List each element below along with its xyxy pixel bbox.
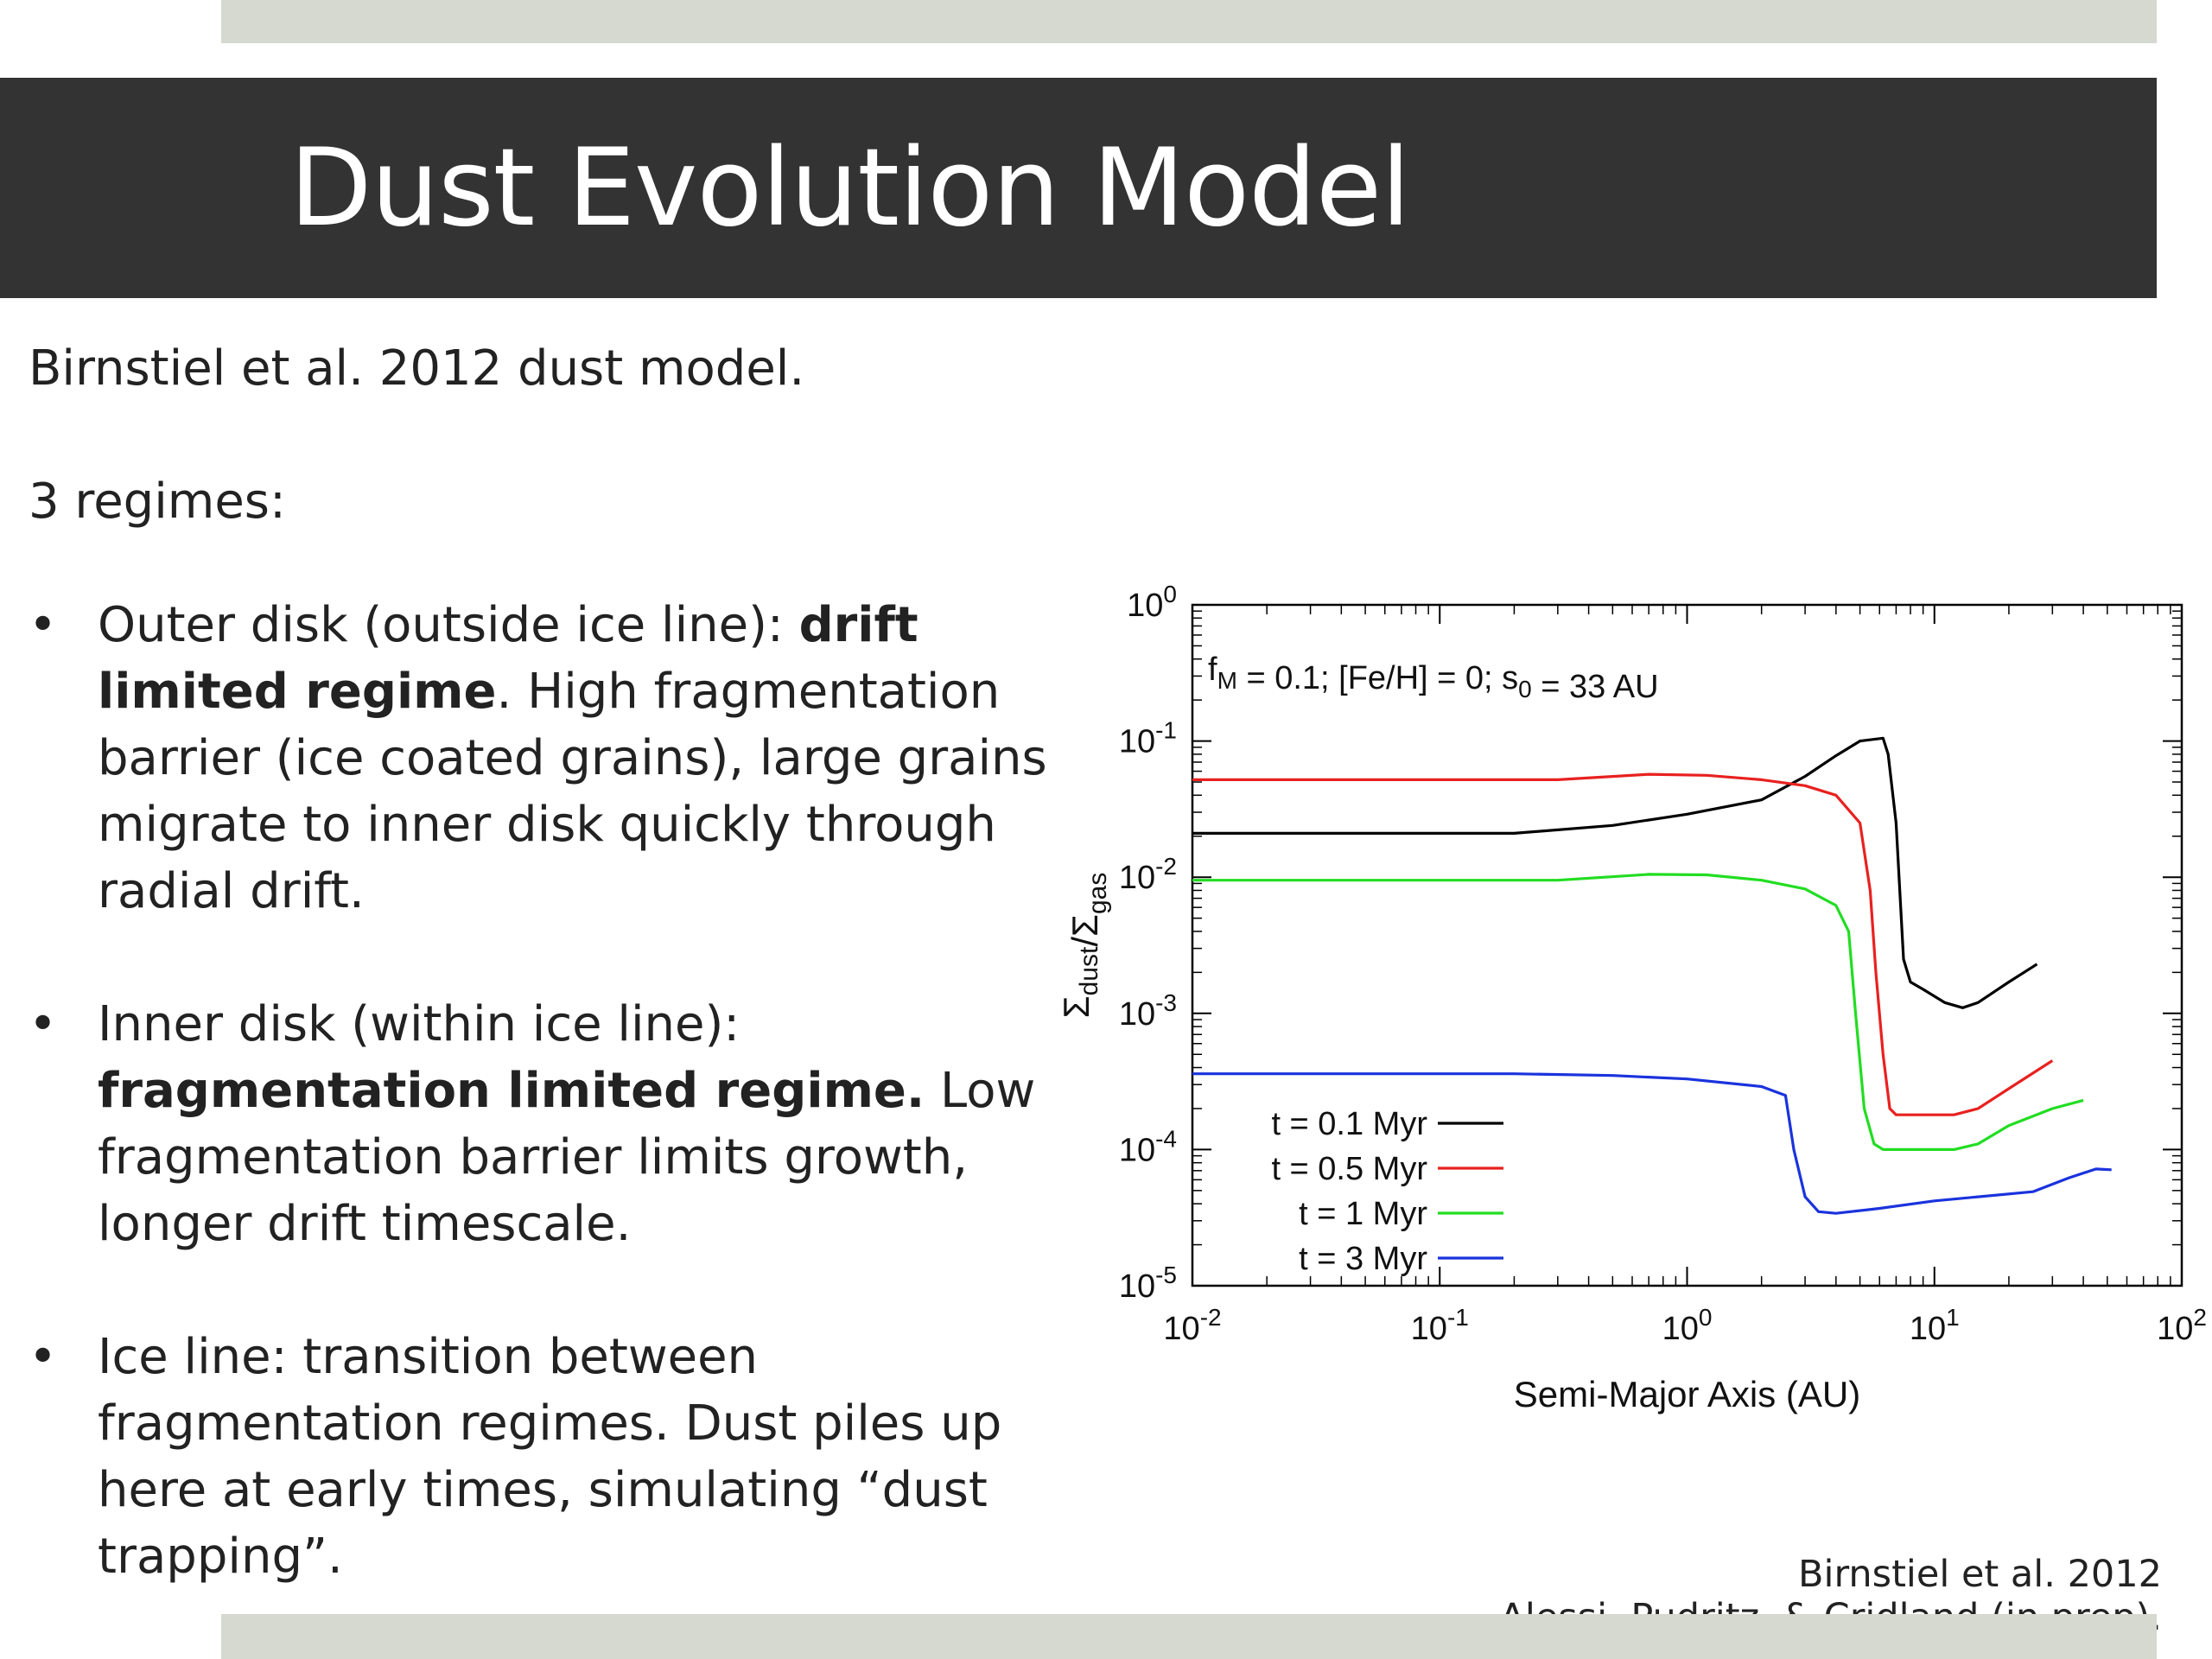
y-tick-label: 10-4: [1119, 1125, 1177, 1168]
bullet-inner-disk: • Inner disk (within ice line): fragment…: [29, 991, 1048, 1257]
x-tick-label: 102: [2157, 1304, 2207, 1347]
series-line-2: [1192, 873, 2084, 1151]
bullet-outer-disk: • Outer disk (outside ice line): drift l…: [29, 592, 1048, 925]
x-tick-label: 10-2: [1163, 1304, 1221, 1347]
bottom-decorative-stripe: [221, 1614, 2157, 1659]
top-decorative-stripe: [221, 0, 2157, 43]
y-axis-label: Σdust/Σgas: [1056, 873, 1112, 1019]
series-line-3: [1192, 1072, 2112, 1215]
bullet-text-bold: drift limited regime: [98, 597, 918, 720]
y-tick-label: 10-1: [1119, 717, 1177, 760]
slide-title: Dust Evolution Model: [289, 126, 1411, 251]
y-tick-label: 100: [1127, 581, 1177, 624]
intro-text: Birnstiel et al. 2012 dust model.: [29, 340, 805, 397]
x-axis-label: Semi-Major Axis (AU): [1514, 1374, 1860, 1414]
chart-annotation: fM = 0.1; [Fe/H] = 0; s0 = 33 AU: [1208, 652, 1659, 705]
title-bar: [0, 78, 2157, 298]
bullet-text-bold: fragmentation limited regime.: [98, 1063, 925, 1119]
citation-line-1: Birnstiel et al. 2012: [1798, 1553, 2162, 1596]
bullet-dot: •: [29, 1329, 58, 1385]
bullet-text-pre: Ice line: transition between fragmentati…: [98, 1329, 1002, 1585]
bullet-text-pre: Inner disk (within ice line):: [98, 996, 741, 1052]
bullet-text-post: Low fragmentation barrier limits growth,…: [98, 1063, 1036, 1252]
x-tick-label: 100: [1662, 1304, 1713, 1347]
bullet-ice-line: • Ice line: transition between fragmenta…: [29, 1324, 1048, 1590]
y-tick-label: 10-3: [1119, 989, 1177, 1033]
legend-label-2: t = 1 Myr: [1299, 1196, 1427, 1232]
dust-ratio-chart: 10-2 10-1 100 101 102 10-5 10-4 10-3 10-2 10-1 100…: [1020, 570, 2212, 1417]
bullet-text-post: . High fragmentation barrier (ice coated…: [98, 664, 1047, 919]
legend-label-0: t = 0.1 Myr: [1271, 1106, 1427, 1142]
bullet-list: • Outer disk (outside ice line): drift l…: [29, 592, 1048, 1590]
bullet-dot: •: [29, 996, 58, 1052]
series-line-0: [1192, 736, 2038, 1009]
legend-label-1: t = 0.5 Myr: [1271, 1151, 1427, 1187]
legend-label-3: t = 3 Myr: [1299, 1241, 1427, 1277]
x-tick-label: 10-1: [1411, 1304, 1469, 1347]
chart-svg: 10-2 10-1 100 101 102 10-5 10-4 10-3 10-2 10-1 100…: [1056, 581, 2207, 1414]
x-tick-label: 101: [1910, 1304, 1960, 1347]
bullet-dot: •: [29, 597, 58, 653]
y-tick-label: 10-2: [1119, 853, 1177, 896]
series-line-1: [1192, 772, 2054, 1116]
regimes-heading: 3 regimes:: [29, 474, 286, 530]
y-tick-label: 10-5: [1119, 1262, 1177, 1305]
bullet-text-pre: Outer disk (outside ice line):: [98, 597, 799, 653]
